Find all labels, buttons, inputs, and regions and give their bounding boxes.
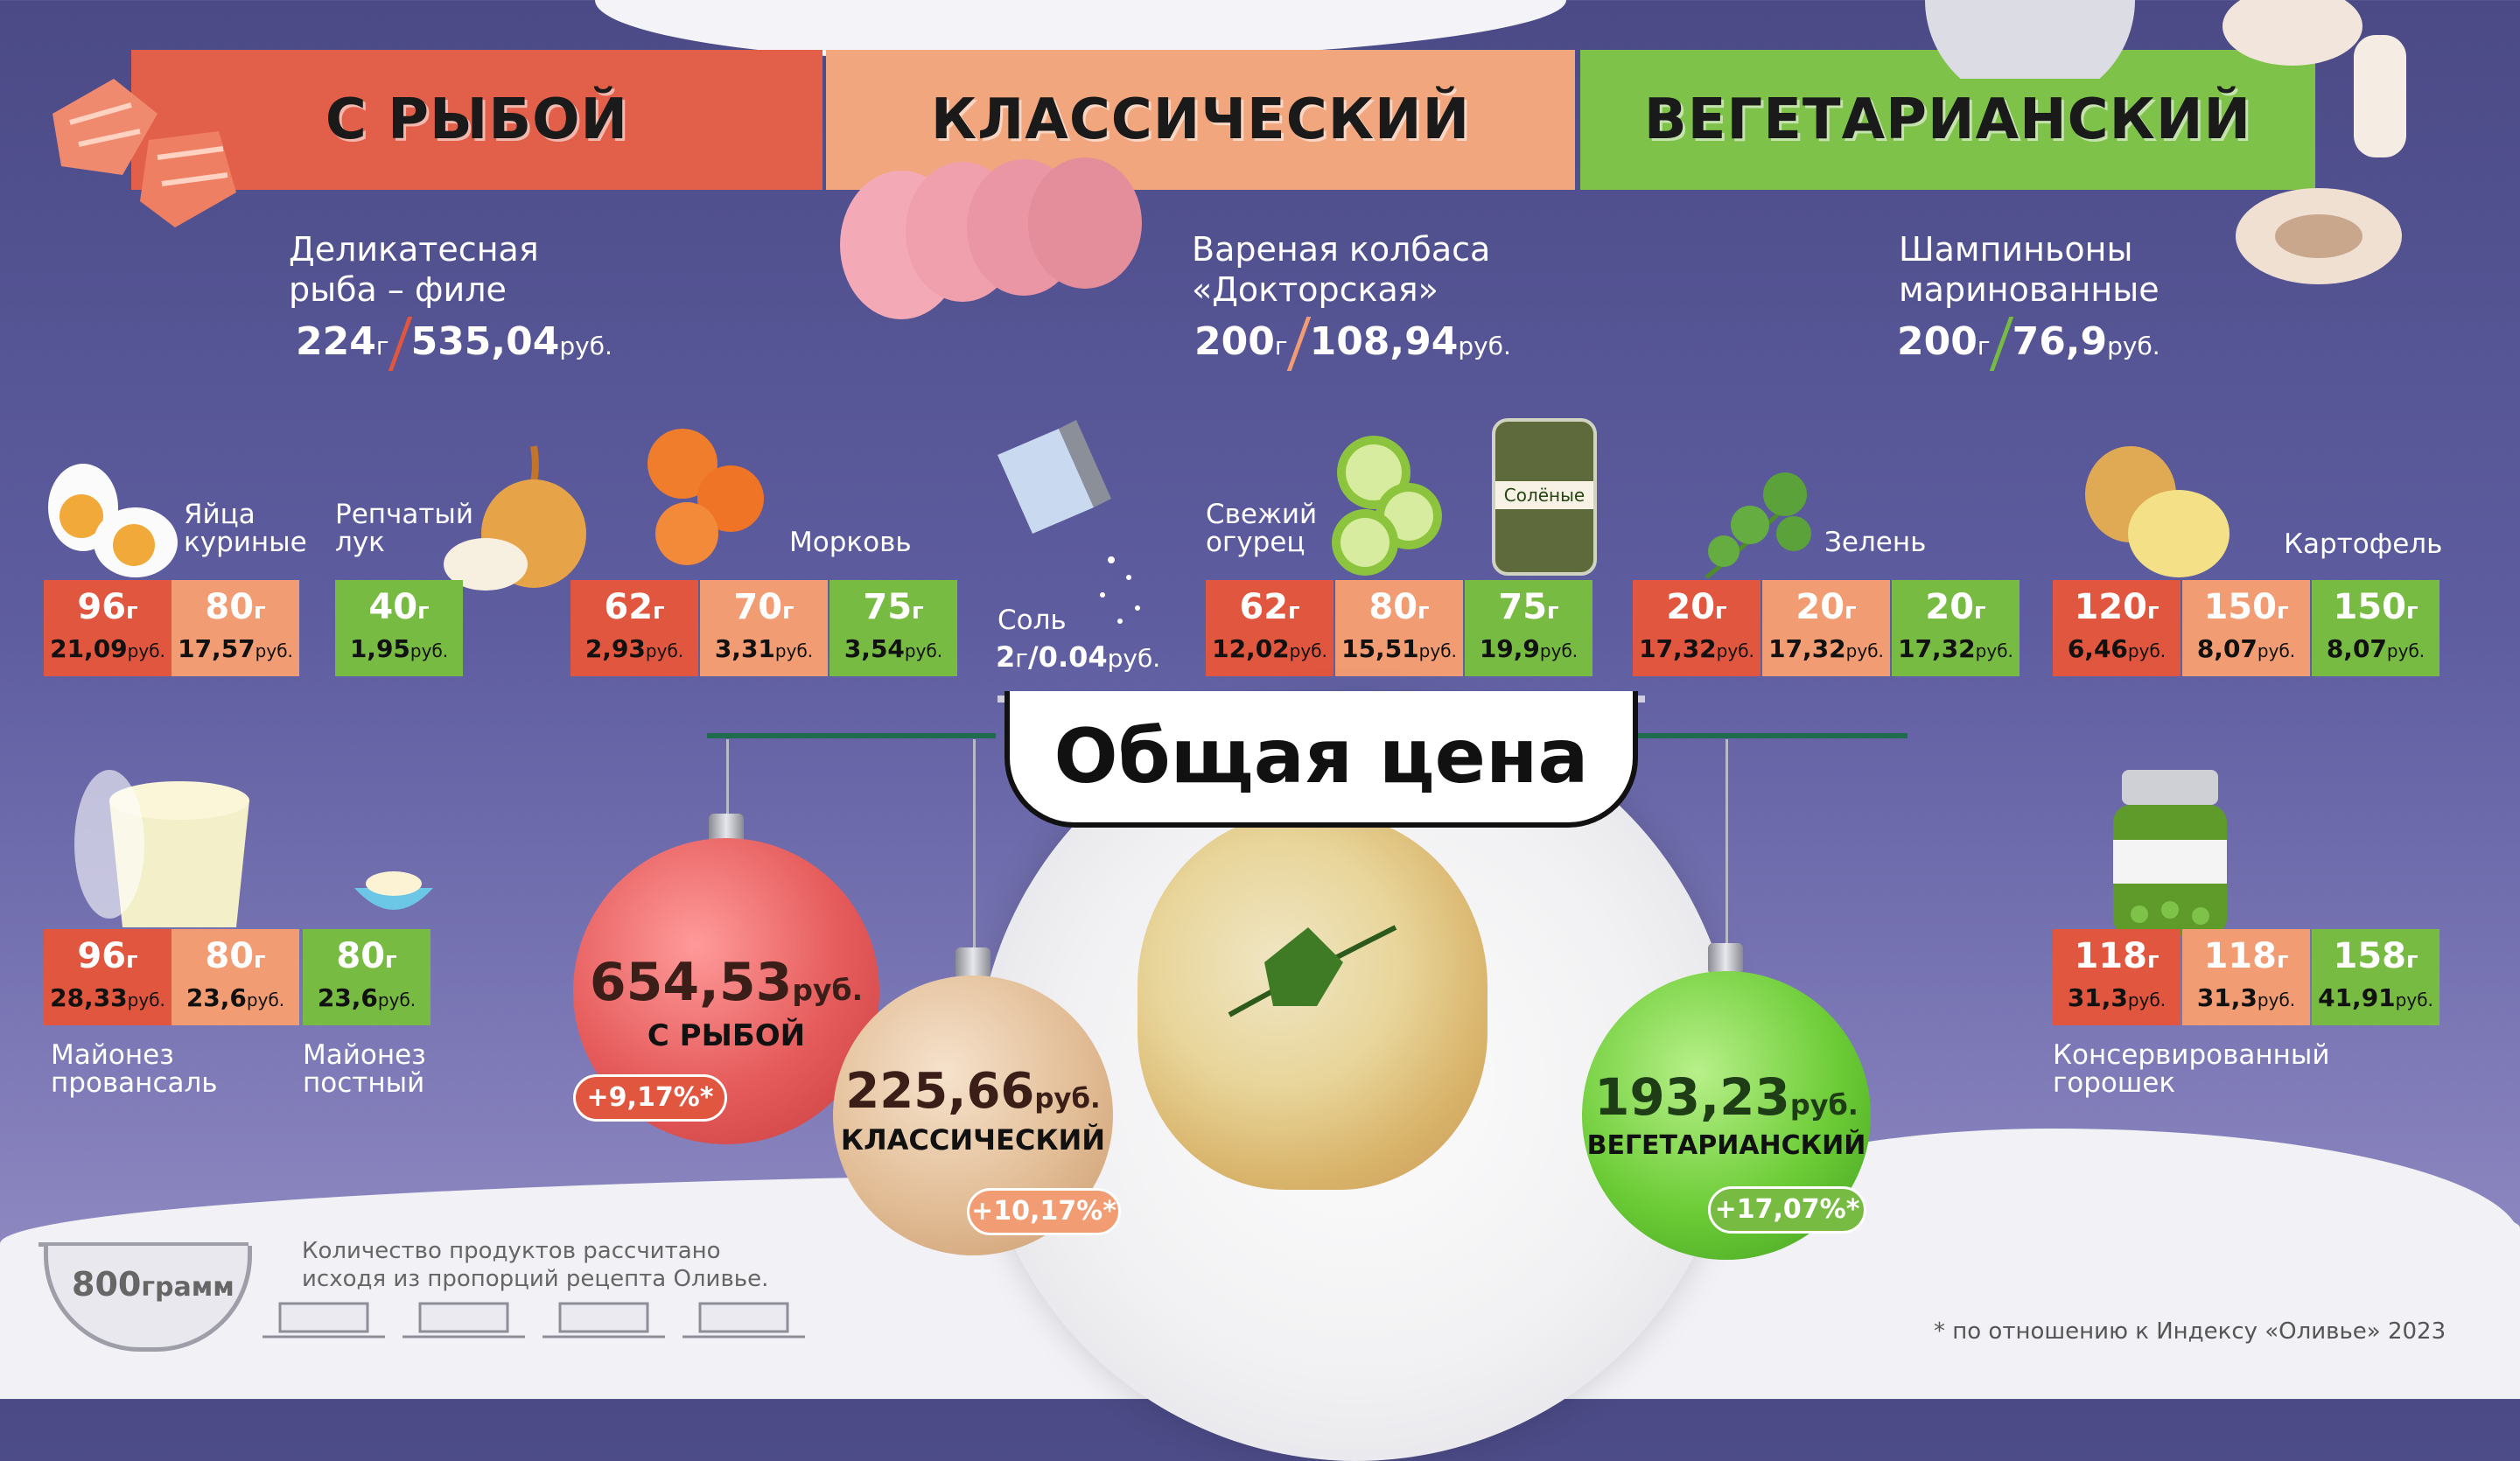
label-peas: Консервированный горошек xyxy=(2053,1039,2330,1099)
price-cell-greens-veg: 20г 17,32руб. xyxy=(1892,580,2020,676)
slash-divider xyxy=(388,317,412,371)
price-cell-potato-fish: 120г 6,46руб. xyxy=(2053,580,2180,676)
price-cell-peas-fish: 118г 31,3руб. xyxy=(2053,929,2180,1025)
label-potato: Картофель xyxy=(2284,528,2443,560)
serving-dishes-icon xyxy=(262,1302,805,1339)
price-cell-mayo-classic: 80г 23,6руб. xyxy=(172,929,299,1025)
total-fish-price: 654,53руб. xyxy=(589,952,864,1013)
price-cell-carrot-fish: 62г 2,93руб. xyxy=(570,580,698,676)
pickle-jar-label: Солёные xyxy=(1495,481,1593,509)
salmon-icon xyxy=(52,79,236,227)
garland-right xyxy=(1636,733,1908,738)
parsley-garnish-icon xyxy=(1228,925,1397,1017)
main-mushroom-name: Шампиньоны маринованные xyxy=(1899,230,2160,309)
ornament-string xyxy=(726,739,729,818)
ornament-string xyxy=(1726,739,1728,945)
main-sausage-name: Вареная колбаса «Докторская» xyxy=(1192,230,1491,309)
sausage-icon xyxy=(840,157,1142,319)
price-cell-eggs-classic: 80г 17,57руб. xyxy=(172,580,299,676)
price-cell-potato-veg: 150г 8,07руб. xyxy=(2312,580,2440,676)
price-cell-cucumber-veg: 75г 19,9руб. xyxy=(1465,580,1592,676)
header-fish: С РЫБОЙ xyxy=(131,50,822,190)
label-onion: Репчатый лук xyxy=(335,499,474,558)
ornament-string xyxy=(973,739,976,949)
bowl-rim xyxy=(38,1242,248,1247)
badge-veg-change: +17,07%* xyxy=(1708,1186,1866,1234)
salt-shaker-icon xyxy=(998,420,1140,624)
slash-divider xyxy=(1989,317,2013,371)
price-cell-carrot-classic: 70г 3,31руб. xyxy=(700,580,828,676)
ornament-top-icon xyxy=(1925,0,2135,79)
header-veg: ВЕГЕТАРИАНСКИЙ xyxy=(1580,50,2315,190)
price-cell-peas-veg: 158г 41,91руб. xyxy=(2312,929,2440,1025)
price-cell-eggs-fish: 96г 21,09руб. xyxy=(44,580,172,676)
price-cell-peas-classic: 118г 31,3руб. xyxy=(2182,929,2310,1025)
badge-fish-change: +9,17%* xyxy=(573,1074,727,1122)
potato-icon xyxy=(2085,446,2230,577)
total-fish-name: С РЫБОЙ xyxy=(647,1018,806,1053)
price-cell-cucumber-classic: 80г 15,51руб. xyxy=(1335,580,1463,676)
total-classic-price: 225,66руб. xyxy=(845,1063,1101,1120)
bowl-amount: 800грамм xyxy=(72,1265,234,1304)
slash-divider xyxy=(1286,317,1311,371)
footer-note: Количество продуктов рассчитано исходя из… xyxy=(302,1238,769,1292)
egg-icon xyxy=(48,464,178,577)
ornament-cap xyxy=(1708,943,1743,975)
footnote: * по отношению к Индексу «Оливье» 2023 xyxy=(1934,1318,2446,1345)
label-eggs: Яйца куриные xyxy=(184,499,307,558)
mayo-bowl-icon xyxy=(354,871,433,910)
salt-price: 2г/0.04руб. xyxy=(996,640,1161,674)
ornament-cap xyxy=(956,947,990,979)
label-mayo-lean: Майонез постный xyxy=(303,1039,426,1099)
price-cell-onion: 40г 1,95руб. xyxy=(335,580,463,676)
label-greens: Зелень xyxy=(1824,527,1927,558)
parsley-icon xyxy=(1704,472,1811,579)
mushroom-icon xyxy=(2222,0,2406,284)
label-carrot: Морковь xyxy=(789,527,912,558)
price-cell-potato-classic: 150г 8,07руб. xyxy=(2182,580,2310,676)
main-fish-name: Деликатесная рыба – филе xyxy=(289,230,539,309)
price-cell-mayo-veg: 80г 23,6руб. xyxy=(303,929,430,1025)
price-cell-carrot-veg: 75г 3,54руб. xyxy=(830,580,957,676)
price-cell-cucumber-fish: 62г 12,02руб. xyxy=(1206,580,1334,676)
label-cucumber: Свежий огурец xyxy=(1206,499,1318,558)
main-sausage-price: 200г 108,94руб. xyxy=(1194,317,1511,371)
pickle-jar-icon: Солёные xyxy=(1492,418,1597,576)
price-cell-greens-fish: 20г 17,32руб. xyxy=(1633,580,1760,676)
badge-classic-change: +10,17%* xyxy=(967,1188,1121,1235)
garland-left xyxy=(707,733,996,738)
total-classic-name: КЛАССИЧЕСКИЙ xyxy=(840,1123,1106,1157)
total-veg-price: 193,23руб. xyxy=(1594,1067,1858,1127)
label-mayo-provansal: Майонез провансаль xyxy=(51,1039,218,1099)
main-fish-price: 224г 535,04руб. xyxy=(296,317,612,371)
main-mushroom-price: 200г 76,9руб. xyxy=(1897,317,2160,371)
label-salt: Соль xyxy=(998,605,1067,636)
total-veg-name: ВЕГЕТАРИАНСКИЙ xyxy=(1586,1130,1866,1161)
cucumber-icon xyxy=(1332,436,1442,576)
peas-jar-icon xyxy=(2113,770,2227,936)
total-title: Общая цена xyxy=(1004,691,1638,828)
price-cell-mayo-fish: 96г 28,33руб. xyxy=(44,929,172,1025)
onion-icon xyxy=(444,445,586,591)
mayo-bucket-icon xyxy=(74,770,249,927)
carrot-icon xyxy=(648,429,764,565)
price-cell-greens-classic: 20г 17,32руб. xyxy=(1762,580,1890,676)
